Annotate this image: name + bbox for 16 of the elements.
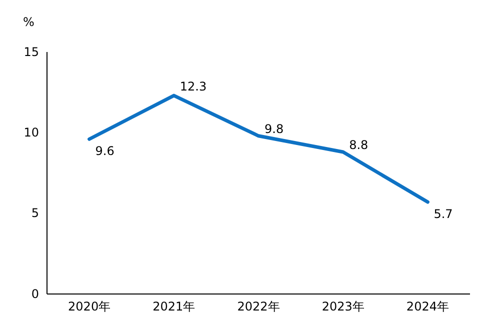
data-label: 5.7 xyxy=(434,207,453,222)
y-tick-label: 10 xyxy=(24,126,39,140)
x-tick-label: 2024年 xyxy=(406,300,449,314)
data-label: 12.3 xyxy=(180,80,207,94)
line-series xyxy=(88,94,430,204)
y-axis-title: % xyxy=(23,15,34,29)
y-tick-label: 5 xyxy=(31,206,39,220)
data-label: 9.8 xyxy=(264,122,284,136)
data-label: 9.6 xyxy=(95,144,114,158)
data-label: 8.8 xyxy=(349,138,368,152)
x-tick-label: 2023年 xyxy=(322,300,364,314)
x-tick-label: 2021年 xyxy=(152,300,196,314)
x-tick-label: 2022年 xyxy=(237,300,280,314)
y-tick-label: 15 xyxy=(24,44,39,59)
y-tick-label: 0 xyxy=(31,286,39,301)
x-tick-label: 2020年 xyxy=(68,300,111,314)
